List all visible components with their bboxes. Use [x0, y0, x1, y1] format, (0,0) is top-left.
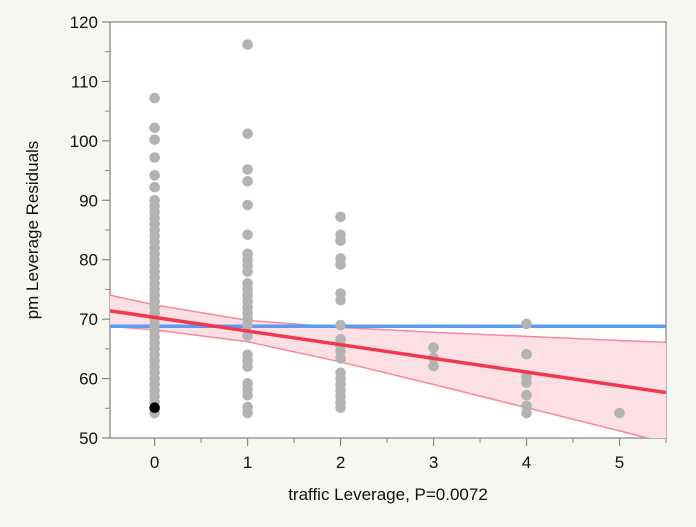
- data-point: [242, 319, 253, 331]
- confidence-upper-line: [110, 294, 666, 344]
- y-tick-label: 70: [79, 310, 98, 329]
- data-point: [149, 134, 160, 145]
- data-point: [242, 361, 253, 372]
- confidence-lower-line: [110, 325, 651, 438]
- data-point: [335, 294, 346, 306]
- data-point: [242, 175, 253, 187]
- data-point: [335, 211, 346, 223]
- selected-data-point: [149, 402, 160, 413]
- x-tick-label: 5: [615, 453, 624, 472]
- data-point: [149, 122, 160, 134]
- data-point: [242, 389, 253, 401]
- x-tick-label: 1: [243, 453, 252, 472]
- data-point: [149, 170, 160, 181]
- data-point: [335, 235, 346, 246]
- data-point: [335, 353, 346, 364]
- y-tick-label: 60: [79, 370, 98, 389]
- data-point: [149, 181, 160, 193]
- data-point: [242, 199, 253, 211]
- data-point: [242, 229, 253, 241]
- data-point: [335, 319, 346, 331]
- data-point: [428, 360, 439, 372]
- y-tick-label: 120: [70, 13, 98, 32]
- data-point: [242, 128, 253, 140]
- data-point: [242, 407, 253, 419]
- data-point: [242, 164, 253, 175]
- data-point: [521, 389, 532, 401]
- y-tick-label: 80: [79, 251, 98, 270]
- data-point: [242, 39, 253, 50]
- y-tick-label: 100: [70, 132, 98, 151]
- data-point: [242, 266, 253, 277]
- y-tick-label: 50: [79, 429, 98, 448]
- y-tick-label: 110: [71, 72, 98, 91]
- x-tick-label: 3: [429, 453, 438, 472]
- data-point: [335, 259, 346, 270]
- data-point: [521, 318, 532, 330]
- x-tick-label: 4: [522, 453, 531, 472]
- x-tick-label: 0: [150, 453, 159, 472]
- y-axis-title: pm Leverage Residuals: [23, 141, 42, 320]
- data-point: [521, 348, 532, 360]
- y-tick-label: 90: [79, 191, 98, 210]
- data-point: [521, 377, 532, 389]
- data-point: [614, 407, 625, 419]
- data-point: [149, 92, 160, 104]
- data-point: [149, 152, 160, 163]
- x-tick-label: 2: [336, 453, 345, 472]
- data-point: [521, 407, 532, 419]
- data-point: [428, 342, 439, 353]
- data-point: [335, 402, 346, 413]
- fit-line: [110, 309, 666, 395]
- x-axis-title: traffic Leverage, P=0.0072: [288, 485, 488, 504]
